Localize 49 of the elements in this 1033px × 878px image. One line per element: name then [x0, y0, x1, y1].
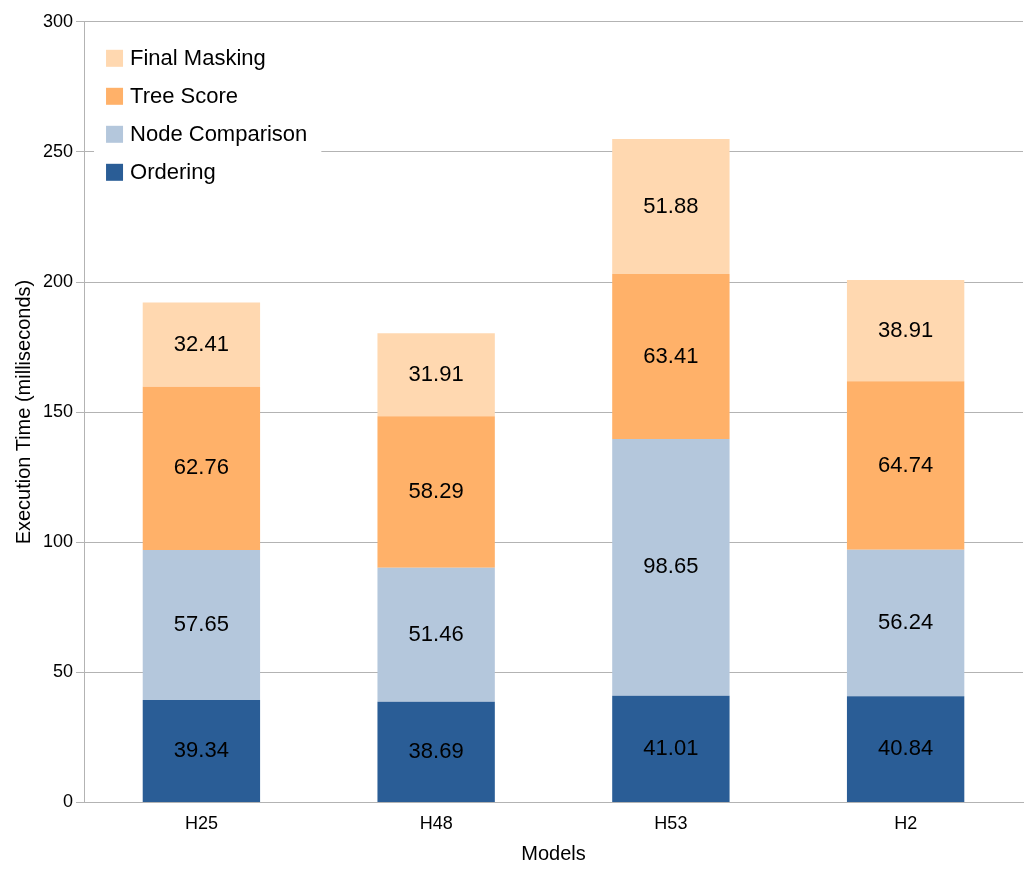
- bar: [142, 700, 261, 802]
- x-axis-title: Models: [521, 841, 586, 864]
- data-label: 38.91: [878, 316, 934, 342]
- x-tick-label: H2: [894, 813, 918, 834]
- bar: [377, 333, 495, 417]
- data-label: 64.74: [878, 451, 934, 477]
- bar: [142, 386, 261, 551]
- data-label: 41.01: [643, 734, 699, 760]
- bar: [846, 696, 965, 802]
- bar: [612, 695, 730, 802]
- bar: [377, 567, 495, 702]
- data-label: 56.24: [878, 609, 934, 635]
- bar: [846, 549, 965, 697]
- y-tick-label: 200: [42, 270, 74, 291]
- x-tick-label: H25: [184, 813, 218, 834]
- x-tick-label: H48: [419, 813, 453, 834]
- data-label: 63.41: [643, 342, 699, 368]
- bar: [846, 280, 965, 382]
- y-tick-label: 0: [63, 791, 74, 812]
- x-tick-label: H53: [654, 813, 688, 834]
- data-label: 57.65: [173, 611, 229, 637]
- legend-label: Ordering: [130, 158, 216, 184]
- y-tick-label: 50: [53, 661, 74, 682]
- bar: [377, 416, 495, 568]
- bar: [612, 139, 730, 275]
- y-tick-label: 150: [42, 401, 74, 422]
- legend-label: Final Masking: [130, 44, 266, 70]
- data-label: 39.34: [173, 737, 229, 763]
- y-axis-title: Execution Time (milliseconds): [11, 279, 34, 545]
- bar: [142, 302, 261, 387]
- data-label: 40.84: [878, 735, 934, 761]
- legend-label: Tree Score: [130, 82, 239, 108]
- data-label: 58.29: [408, 478, 464, 504]
- bar: [377, 701, 495, 802]
- bar: [846, 381, 965, 550]
- data-label: 98.65: [643, 553, 699, 579]
- bar: [142, 550, 261, 701]
- data-label: 38.69: [408, 737, 464, 763]
- data-label: 51.46: [408, 620, 464, 646]
- y-tick-label: 250: [42, 140, 74, 161]
- data-label: 32.41: [173, 330, 229, 356]
- data-label: 62.76: [173, 454, 229, 480]
- bar: [612, 274, 730, 440]
- bar: [612, 439, 730, 696]
- y-tick-label: 300: [42, 10, 74, 31]
- data-label: 51.88: [643, 192, 699, 218]
- y-tick-label: 100: [42, 531, 74, 552]
- data-label: 31.91: [408, 360, 464, 386]
- legend-label: Node Comparison: [130, 120, 308, 146]
